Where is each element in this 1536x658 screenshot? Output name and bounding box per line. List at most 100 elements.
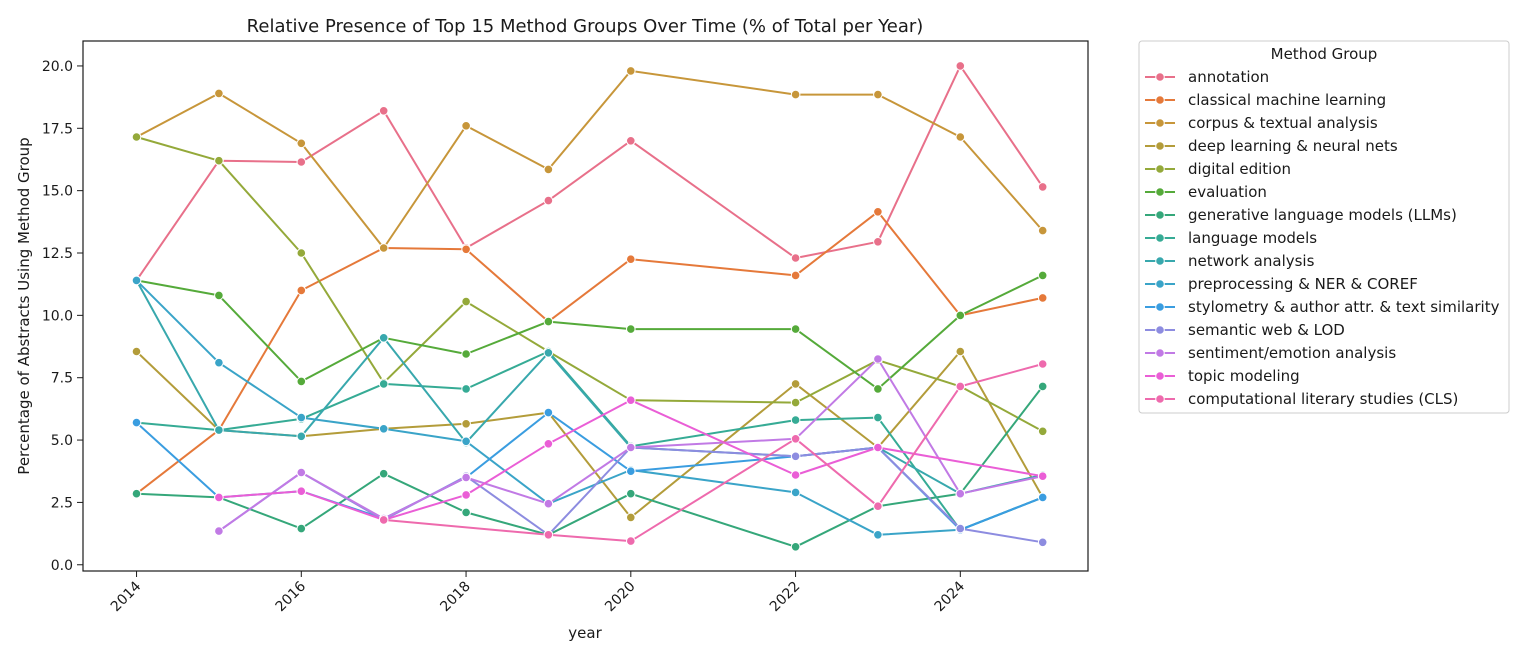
data-point bbox=[1037, 492, 1048, 503]
y-tick-label: 5.0 bbox=[51, 433, 73, 449]
data-point bbox=[296, 248, 307, 258]
data-point bbox=[790, 451, 801, 462]
legend-swatch-marker bbox=[1155, 233, 1165, 243]
y-axis: 0.0 2.5 5.0 7.5 10.0 12.5 15.0 17.5 20.0 bbox=[42, 59, 83, 574]
data-point bbox=[214, 88, 224, 99]
legend-swatch-marker bbox=[1155, 371, 1165, 381]
data-point bbox=[873, 384, 883, 394]
data-point bbox=[955, 346, 966, 357]
legend-item: semantic web & LOD bbox=[1145, 321, 1345, 339]
legend-item: stylometry & author attr. & text similar… bbox=[1145, 298, 1500, 316]
data-point bbox=[543, 316, 554, 327]
data-point bbox=[296, 138, 307, 149]
data-point bbox=[790, 470, 801, 480]
legend-item: computational literary studies (CLS) bbox=[1145, 390, 1458, 408]
x-axis-label: year bbox=[568, 624, 602, 642]
series-14 bbox=[378, 359, 1048, 546]
data-point bbox=[461, 507, 471, 518]
data-point bbox=[955, 132, 966, 142]
data-point bbox=[1037, 293, 1048, 303]
data-point bbox=[378, 333, 389, 343]
y-tick-label: 10.0 bbox=[42, 308, 73, 324]
plot-frame bbox=[82, 40, 1089, 572]
data-point bbox=[955, 61, 966, 71]
data-point bbox=[131, 132, 142, 142]
data-point bbox=[790, 379, 801, 389]
data-point bbox=[461, 490, 471, 500]
legend: Method Group annotation classical machine… bbox=[1138, 40, 1510, 414]
legend-label: corpus & textual analysis bbox=[1188, 114, 1378, 132]
plot-area bbox=[82, 40, 1089, 572]
legend-swatch-marker bbox=[1155, 164, 1165, 174]
legend-swatch-marker bbox=[1155, 302, 1165, 312]
series-line bbox=[218, 358, 1043, 532]
data-point bbox=[214, 492, 224, 503]
data-point bbox=[626, 254, 636, 265]
data-point bbox=[790, 324, 801, 334]
legend-item: network analysis bbox=[1145, 252, 1315, 270]
data-point bbox=[378, 243, 389, 253]
y-axis-label: Percentage of Abstracts Using Method Gro… bbox=[15, 137, 33, 474]
data-point bbox=[1037, 270, 1048, 281]
data-point bbox=[214, 155, 224, 166]
data-point bbox=[543, 348, 554, 358]
data-point bbox=[296, 431, 307, 442]
data-point bbox=[626, 466, 636, 477]
data-point bbox=[296, 486, 307, 497]
data-point bbox=[378, 468, 389, 479]
data-point bbox=[461, 384, 471, 394]
data-point bbox=[955, 488, 966, 499]
legend-label: generative language models (LLMs) bbox=[1188, 206, 1457, 224]
y-tick-label: 2.5 bbox=[51, 495, 73, 511]
data-point bbox=[296, 467, 307, 478]
legend-frame bbox=[1138, 40, 1510, 414]
y-tick-label: 17.5 bbox=[42, 121, 73, 137]
legend-label: sentiment/emotion analysis bbox=[1188, 344, 1396, 362]
legend-item: language models bbox=[1145, 229, 1317, 247]
data-point bbox=[461, 121, 471, 131]
series-13 bbox=[214, 395, 1048, 525]
data-point bbox=[296, 412, 307, 423]
data-point bbox=[790, 270, 801, 281]
data-point bbox=[378, 515, 389, 525]
x-tick-label: 2016 bbox=[273, 578, 310, 615]
x-tick-label: 2020 bbox=[602, 579, 639, 616]
data-point bbox=[873, 89, 883, 100]
legend-label: stylometry & author attr. & text similar… bbox=[1188, 298, 1500, 316]
data-point bbox=[1037, 381, 1048, 392]
data-point bbox=[543, 164, 554, 175]
legend-label: evaluation bbox=[1188, 183, 1267, 201]
y-tick-label: 20.0 bbox=[42, 59, 73, 75]
legend-swatch-marker bbox=[1155, 256, 1165, 266]
data-point bbox=[296, 376, 307, 387]
legend-label: network analysis bbox=[1188, 252, 1315, 270]
y-tick-label: 0.0 bbox=[51, 558, 73, 574]
legend-item: deep learning & neural nets bbox=[1145, 137, 1398, 155]
data-point bbox=[790, 487, 801, 498]
legend-item: generative language models (LLMs) bbox=[1145, 206, 1457, 224]
data-point bbox=[873, 442, 883, 453]
data-point bbox=[626, 324, 636, 334]
data-point bbox=[131, 488, 142, 499]
legend-swatch-marker bbox=[1155, 210, 1165, 220]
data-point bbox=[873, 237, 883, 247]
data-point bbox=[1037, 225, 1048, 236]
data-point bbox=[214, 357, 224, 368]
data-point bbox=[461, 296, 471, 307]
data-point bbox=[626, 488, 636, 499]
data-point bbox=[955, 310, 966, 321]
data-point bbox=[378, 379, 389, 389]
data-point bbox=[790, 397, 801, 408]
data-point bbox=[955, 381, 966, 392]
data-point bbox=[1037, 182, 1048, 192]
legend-item: annotation bbox=[1145, 68, 1269, 86]
data-point bbox=[1037, 537, 1048, 548]
data-point bbox=[626, 66, 636, 76]
legend-title: Method Group bbox=[1271, 45, 1378, 63]
data-point bbox=[461, 472, 471, 483]
data-point bbox=[543, 407, 554, 418]
data-point bbox=[378, 106, 389, 116]
data-point bbox=[626, 395, 636, 406]
x-tick-label: 2022 bbox=[767, 579, 804, 616]
data-point bbox=[543, 530, 554, 540]
